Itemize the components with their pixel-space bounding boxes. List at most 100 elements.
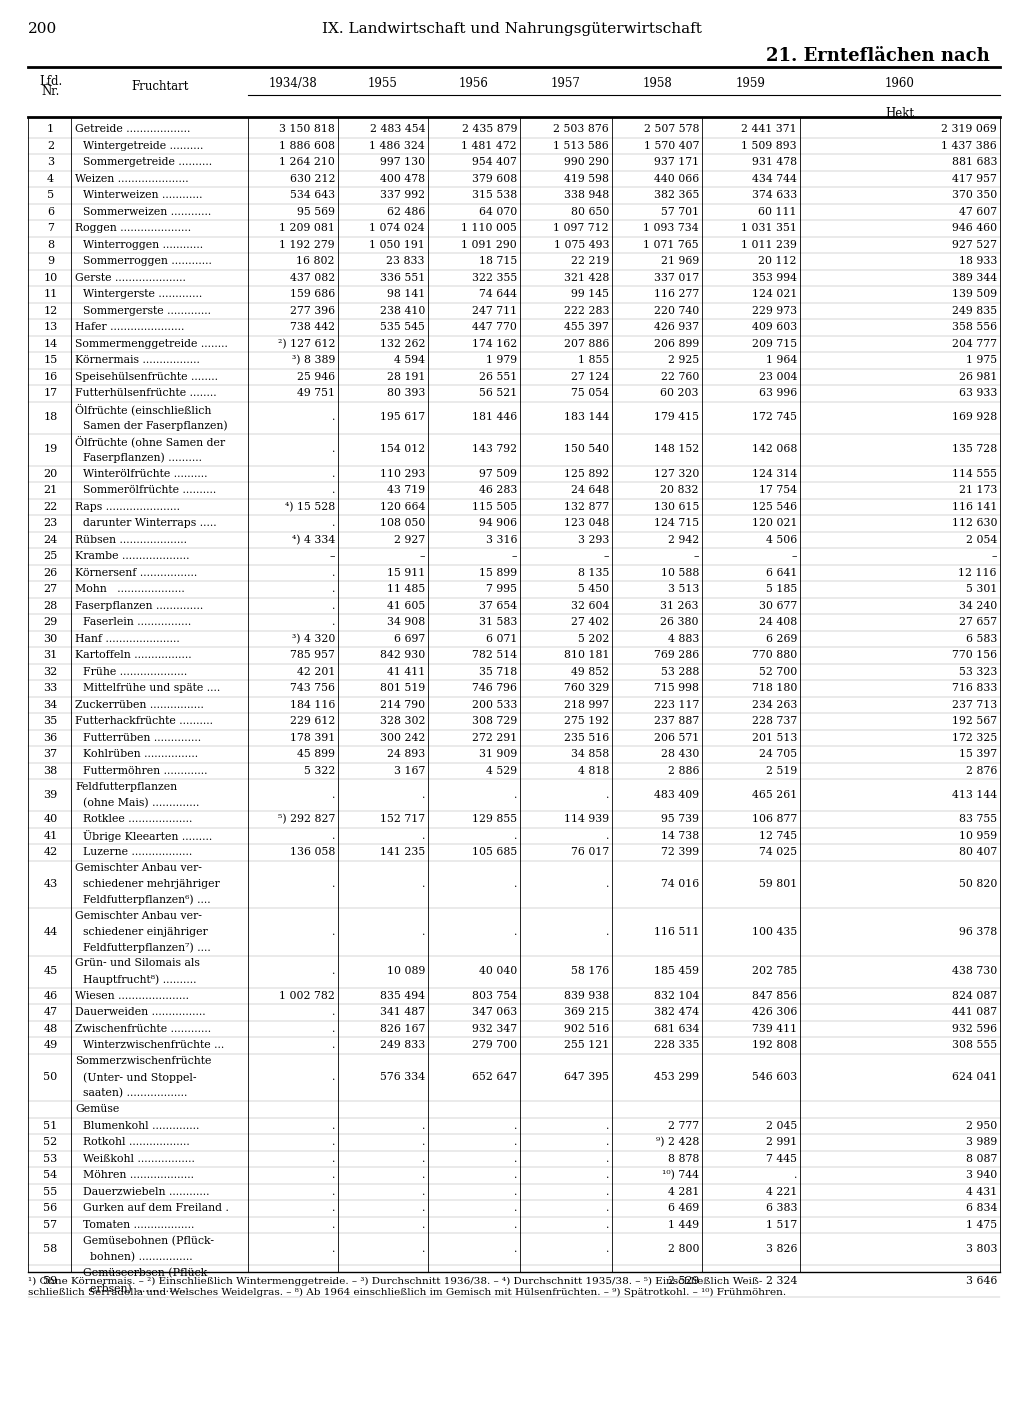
Text: 24 648: 24 648	[570, 485, 609, 495]
Text: ¹) Ohne Körnermais. – ²) Einschließlich Wintermenggetreide. – ³) Durchschnitt 19: ¹) Ohne Körnermais. – ²) Einschließlich …	[28, 1277, 786, 1297]
Text: 95 739: 95 739	[662, 815, 699, 825]
Text: 441 087: 441 087	[952, 1007, 997, 1017]
Text: 2 483 454: 2 483 454	[370, 124, 425, 134]
Text: .: .	[422, 1170, 425, 1180]
Text: 630 212: 630 212	[290, 173, 335, 183]
Text: 1 074 024: 1 074 024	[370, 223, 425, 233]
Text: 51: 51	[43, 1121, 57, 1130]
Text: 5 301: 5 301	[966, 584, 997, 594]
Text: 1 449: 1 449	[668, 1220, 699, 1230]
Text: 181 446: 181 446	[472, 412, 517, 422]
Text: 20 832: 20 832	[660, 485, 699, 495]
Text: Rotkohl ..................: Rotkohl ..................	[83, 1138, 189, 1148]
Text: Speisehülsenfrüchte ........: Speisehülsenfrüchte ........	[75, 371, 218, 381]
Text: .: .	[514, 1187, 517, 1197]
Text: 3: 3	[47, 158, 54, 168]
Text: 127 320: 127 320	[653, 469, 699, 479]
Text: .: .	[605, 879, 609, 889]
Text: Futterhackfrüchte ..........: Futterhackfrüchte ..........	[75, 717, 213, 727]
Text: 11 485: 11 485	[387, 584, 425, 594]
Text: 4 818: 4 818	[578, 766, 609, 776]
Text: .: .	[332, 1187, 335, 1197]
Text: .: .	[514, 1244, 517, 1254]
Text: 124 715: 124 715	[654, 518, 699, 528]
Text: 20: 20	[43, 469, 57, 479]
Text: .: .	[332, 600, 335, 611]
Text: 14 738: 14 738	[660, 830, 699, 840]
Text: 2 503 876: 2 503 876	[553, 124, 609, 134]
Text: 1 091 290: 1 091 290	[461, 240, 517, 250]
Text: 24 893: 24 893	[387, 749, 425, 759]
Text: 3 293: 3 293	[578, 535, 609, 545]
Text: 76 017: 76 017	[570, 848, 609, 857]
Text: 35: 35	[43, 717, 57, 727]
Text: .: .	[422, 830, 425, 840]
Text: 136 058: 136 058	[290, 848, 335, 857]
Text: 123 048: 123 048	[563, 518, 609, 528]
Text: 409 603: 409 603	[752, 323, 797, 333]
Text: –: –	[991, 552, 997, 562]
Text: 178 391: 178 391	[290, 732, 335, 742]
Text: .: .	[332, 1072, 335, 1082]
Text: 132 262: 132 262	[380, 338, 425, 348]
Text: 8 878: 8 878	[668, 1153, 699, 1163]
Text: 576 334: 576 334	[380, 1072, 425, 1082]
Text: Hauptfrucht⁸) ..........: Hauptfrucht⁸) ..........	[83, 974, 197, 985]
Text: 159 686: 159 686	[290, 289, 335, 299]
Text: 3 826: 3 826	[766, 1244, 797, 1254]
Text: Möhren ...................: Möhren ...................	[83, 1170, 194, 1180]
Text: 21 969: 21 969	[660, 256, 699, 266]
Text: –: –	[420, 552, 425, 562]
Text: .: .	[332, 1276, 335, 1285]
Text: 132 877: 132 877	[564, 502, 609, 512]
Text: saaten) ..................: saaten) ..................	[83, 1088, 187, 1098]
Text: Dauerweiden ................: Dauerweiden ................	[75, 1007, 206, 1017]
Text: 6 583: 6 583	[966, 634, 997, 644]
Text: 185 459: 185 459	[654, 967, 699, 977]
Text: 1957: 1957	[551, 77, 581, 90]
Text: 6 071: 6 071	[485, 634, 517, 644]
Text: 72 399: 72 399	[660, 848, 699, 857]
Text: Gemüseerbsen (Pflück-: Gemüseerbsen (Pflück-	[83, 1268, 211, 1278]
Text: 150 540: 150 540	[564, 445, 609, 455]
Text: 25 946: 25 946	[297, 371, 335, 381]
Text: 308 729: 308 729	[472, 717, 517, 727]
Text: 347 063: 347 063	[472, 1007, 517, 1017]
Text: Sommergerste .............: Sommergerste .............	[83, 306, 211, 316]
Text: 413 144: 413 144	[952, 791, 997, 801]
Text: 18: 18	[43, 412, 57, 422]
Text: 2 886: 2 886	[668, 766, 699, 776]
Text: Sommerzwischenfrüchte: Sommerzwischenfrüchte	[75, 1057, 211, 1066]
Text: Futterhülsenfrüchte ........: Futterhülsenfrüchte ........	[75, 388, 217, 398]
Text: 21: 21	[43, 485, 57, 495]
Text: 50 820: 50 820	[958, 879, 997, 889]
Text: 15 899: 15 899	[479, 567, 517, 577]
Text: .: .	[605, 1220, 609, 1230]
Text: Fruchtart: Fruchtart	[132, 80, 189, 92]
Text: .: .	[332, 927, 335, 937]
Text: .: .	[514, 1220, 517, 1230]
Text: 12 745: 12 745	[759, 830, 797, 840]
Text: 2 942: 2 942	[668, 535, 699, 545]
Text: 44: 44	[43, 927, 57, 937]
Text: 835 494: 835 494	[380, 991, 425, 1001]
Text: 130 615: 130 615	[653, 502, 699, 512]
Text: 204 777: 204 777	[952, 338, 997, 348]
Text: .: .	[514, 1170, 517, 1180]
Text: 63 933: 63 933	[958, 388, 997, 398]
Text: Rübsen ....................: Rübsen ....................	[75, 535, 187, 545]
Text: 53: 53	[43, 1153, 57, 1163]
Text: 1 886 608: 1 886 608	[279, 141, 335, 151]
Text: Nr.: Nr.	[41, 85, 59, 98]
Text: 139 509: 139 509	[952, 289, 997, 299]
Text: 24 408: 24 408	[759, 617, 797, 627]
Text: 1: 1	[47, 124, 54, 134]
Text: 4 529: 4 529	[485, 766, 517, 776]
Text: –: –	[792, 552, 797, 562]
Text: 37: 37	[43, 749, 57, 759]
Text: 200: 200	[28, 21, 57, 36]
Text: .: .	[332, 1153, 335, 1163]
Text: 1 517: 1 517	[766, 1220, 797, 1230]
Text: 652 647: 652 647	[472, 1072, 517, 1082]
Text: 74 016: 74 016	[660, 879, 699, 889]
